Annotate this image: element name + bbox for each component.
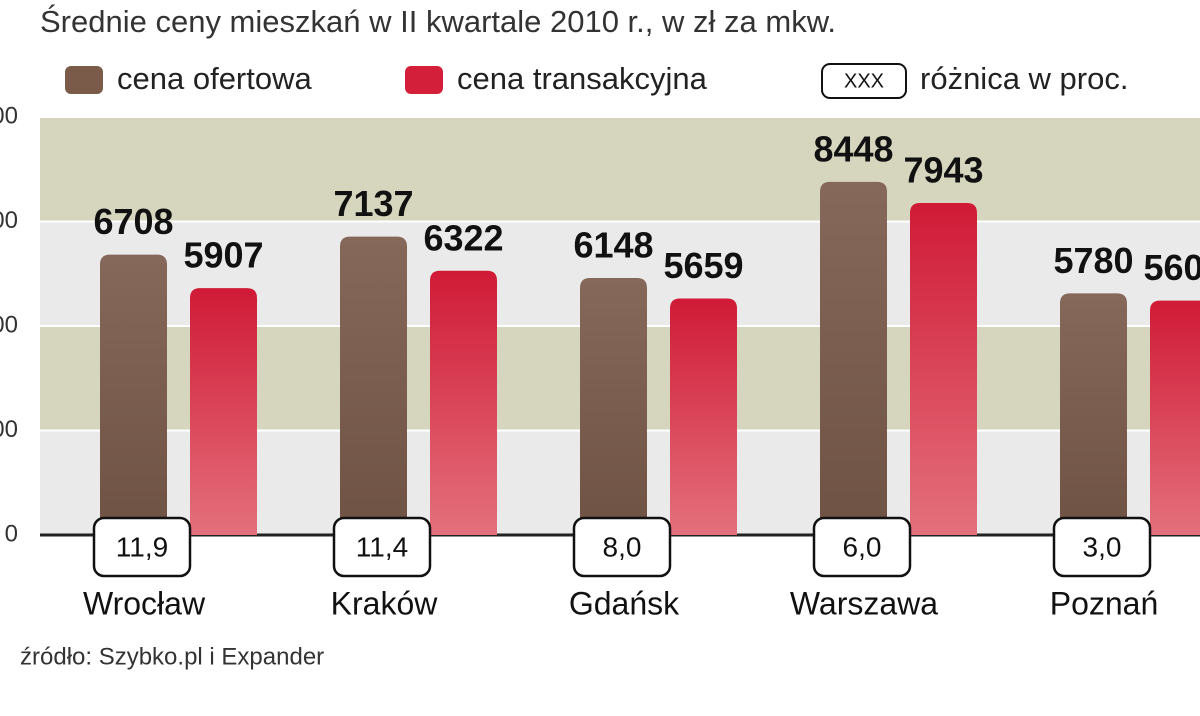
y-tick-label: 5000 bbox=[0, 311, 18, 338]
bar bbox=[580, 278, 647, 535]
data-label: 6708 bbox=[93, 201, 173, 242]
difference-label: 6,0 bbox=[843, 531, 882, 562]
difference-box bbox=[332, 516, 432, 578]
data-label: 5780 bbox=[1053, 240, 1133, 281]
bar bbox=[340, 236, 407, 535]
legend-label: różnica w proc. bbox=[920, 61, 1128, 96]
y-tick-label: 10000 bbox=[0, 102, 18, 129]
difference-box bbox=[1052, 516, 1152, 578]
x-tick-label: Warszawa bbox=[790, 585, 938, 621]
x-tick-label: Gdańsk bbox=[569, 585, 680, 621]
difference-box bbox=[812, 516, 912, 578]
legend-box bbox=[821, 63, 907, 99]
bar bbox=[1060, 293, 1127, 535]
legend-swatch bbox=[405, 66, 443, 94]
data-label: 7943 bbox=[903, 149, 983, 190]
bar bbox=[190, 288, 257, 535]
bar bbox=[430, 270, 497, 535]
difference-box bbox=[572, 516, 672, 578]
source: źródło: Szybko.pl i Expander bbox=[20, 643, 324, 670]
data-label: 5659 bbox=[663, 245, 743, 286]
chart-title: Średnie ceny mieszkań w II kwartale 2010… bbox=[40, 3, 836, 39]
bar bbox=[820, 181, 887, 535]
legend: cena ofertowa cena transakcyjna XXX różnica… bbox=[65, 61, 1128, 99]
y-tick-label: 0 bbox=[5, 520, 18, 547]
data-label: 7137 bbox=[333, 183, 413, 224]
legend-box-label: XXX bbox=[844, 70, 884, 92]
bar bbox=[910, 202, 977, 535]
difference-label: 3,0 bbox=[1083, 531, 1122, 562]
legend-label: cena transakcyjna bbox=[457, 61, 708, 96]
x-tick-label: Poznań bbox=[1050, 585, 1159, 621]
legend-label: cena ofertowa bbox=[117, 61, 312, 96]
bar bbox=[670, 298, 737, 535]
difference-label: 11,4 bbox=[356, 531, 408, 562]
data-label: 6322 bbox=[423, 217, 503, 258]
legend-swatch bbox=[65, 66, 103, 94]
difference-label: 11,9 bbox=[116, 531, 168, 562]
data-label: 5607 bbox=[1143, 247, 1200, 288]
bar bbox=[1150, 300, 1200, 535]
y-tick-label: 2500 bbox=[0, 416, 18, 443]
data-label: 8448 bbox=[813, 128, 893, 169]
x-tick-label: Kraków bbox=[331, 585, 439, 621]
data-label: 6148 bbox=[573, 225, 653, 266]
data-label: 5907 bbox=[183, 235, 263, 276]
difference-label: 8,0 bbox=[603, 531, 642, 562]
y-tick-label: 7500 bbox=[0, 207, 18, 234]
bar bbox=[100, 254, 167, 536]
x-tick-label: Wrocław bbox=[83, 585, 206, 621]
difference-box bbox=[92, 516, 192, 578]
background-band bbox=[40, 117, 1200, 222]
